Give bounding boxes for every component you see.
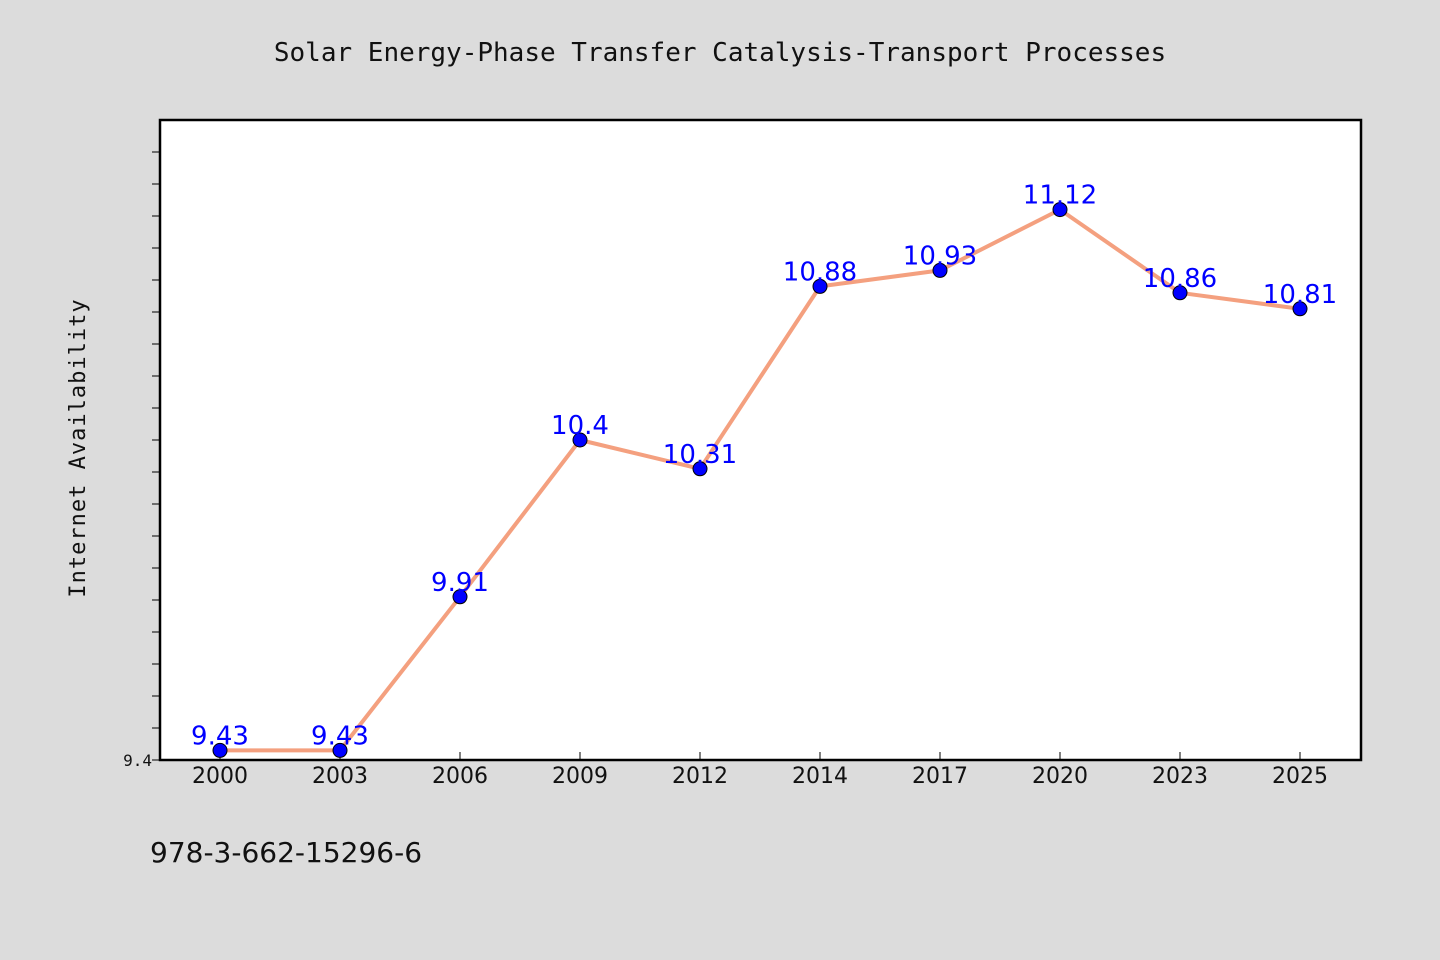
data-label: 10.4 — [551, 411, 609, 441]
data-label: 10.93 — [903, 241, 977, 271]
data-label: 11.12 — [1023, 181, 1097, 211]
x-tick-label: 2017 — [912, 764, 968, 789]
data-label: 10.81 — [1263, 280, 1337, 310]
data-label: 9.43 — [191, 721, 249, 751]
x-tick-label: 2025 — [1272, 764, 1328, 789]
plot-area — [158, 118, 1363, 762]
x-tick-label: 2020 — [1032, 764, 1088, 789]
isbn-text: 978-3-662-15296-6 — [150, 836, 422, 869]
x-tick-label: 2009 — [552, 764, 608, 789]
data-point — [1052, 202, 1068, 218]
data-label: 9.43 — [311, 721, 369, 751]
data-point — [452, 589, 468, 605]
data-label: 10.86 — [1143, 264, 1217, 294]
x-tick-label: 2003 — [312, 764, 368, 789]
data-point — [332, 742, 348, 758]
data-point — [212, 742, 228, 758]
x-tick-label: 2014 — [792, 764, 848, 789]
x-tick-label: 2000 — [192, 764, 248, 789]
data-point — [932, 262, 948, 278]
series-group: 9.43 9.43 9.91 10.4 10.31 10.88 10.93 11.12 10.8… — [191, 181, 1337, 758]
x-axis-ticks: 2000 2003 2006 2009 2012 2014 2017 2020 2023 2025 — [192, 752, 1328, 789]
x-tick-label: 2006 — [432, 764, 488, 789]
data-label: 10.31 — [663, 440, 737, 470]
data-point — [812, 278, 828, 294]
series-line — [220, 207, 1301, 753]
data-point — [1292, 301, 1308, 317]
y-axis-label: Internet Availability — [66, 298, 91, 597]
data-point — [692, 461, 708, 477]
x-tick-label: 2012 — [672, 764, 728, 789]
y-axis-ticks: 9.4 — [123, 151, 160, 770]
data-point — [1172, 285, 1188, 301]
y-tick-label: 9.4 — [123, 751, 152, 770]
data-label: 9.91 — [431, 568, 489, 598]
x-tick-label: 2023 — [1152, 764, 1208, 789]
chart-title: Solar Energy-Phase Transfer Catalysis-Tr… — [274, 38, 1166, 68]
data-label: 10.88 — [783, 257, 857, 287]
data-point — [572, 432, 588, 448]
